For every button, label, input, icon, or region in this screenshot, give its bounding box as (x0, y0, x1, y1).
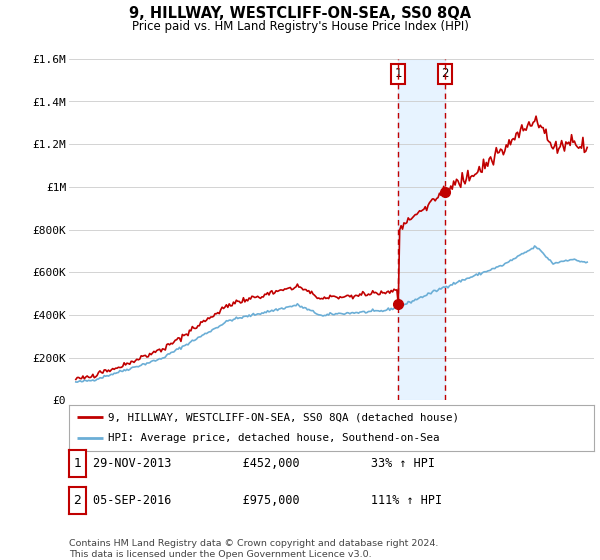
Text: 29-NOV-2013          £452,000          33% ↑ HPI: 29-NOV-2013 £452,000 33% ↑ HPI (93, 457, 435, 470)
Text: 2: 2 (442, 67, 449, 80)
Bar (398, 59, 445, 400)
Text: Price paid vs. HM Land Registry's House Price Index (HPI): Price paid vs. HM Land Registry's House … (131, 20, 469, 33)
Text: 1: 1 (73, 457, 82, 470)
Text: 2: 2 (73, 493, 82, 507)
Text: HPI: Average price, detached house, Southend-on-Sea: HPI: Average price, detached house, Sout… (109, 433, 440, 444)
Text: 9, HILLWAY, WESTCLIFF-ON-SEA, SS0 8QA: 9, HILLWAY, WESTCLIFF-ON-SEA, SS0 8QA (129, 6, 471, 21)
Text: 05-SEP-2016          £975,000          111% ↑ HPI: 05-SEP-2016 £975,000 111% ↑ HPI (93, 493, 442, 507)
Text: 9, HILLWAY, WESTCLIFF-ON-SEA, SS0 8QA (detached house): 9, HILLWAY, WESTCLIFF-ON-SEA, SS0 8QA (d… (109, 412, 460, 422)
Text: Contains HM Land Registry data © Crown copyright and database right 2024.
This d: Contains HM Land Registry data © Crown c… (69, 539, 439, 559)
Text: 1: 1 (394, 67, 402, 80)
